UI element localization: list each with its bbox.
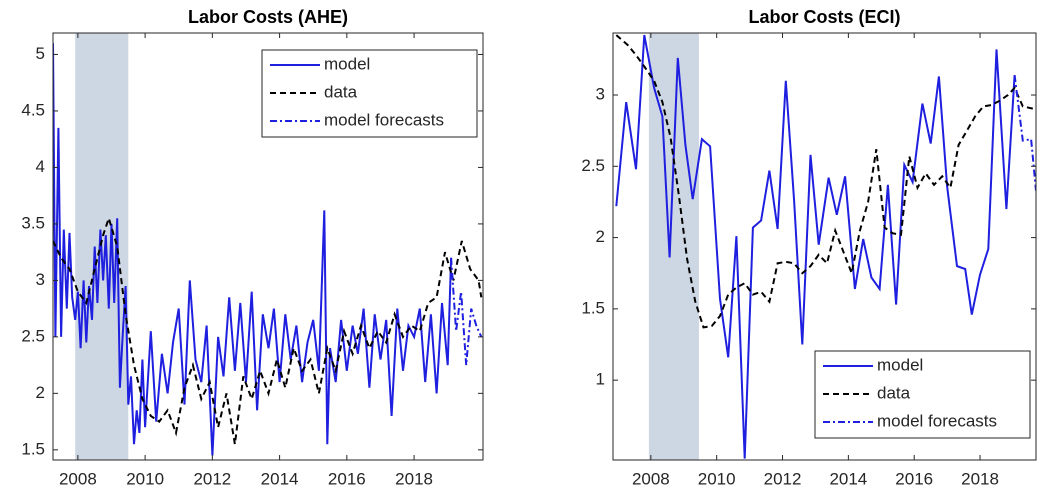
axes-box: [52, 32, 484, 461]
legend-label: data: [877, 383, 911, 402]
plot-lines: [53, 43, 483, 456]
x-tick-label: 2018: [961, 469, 999, 488]
chart-title: Labor Costs (ECI): [748, 7, 900, 27]
plot-lines: [615, 34, 1036, 459]
shaded-region: [648, 33, 699, 460]
x-tick-label: 2008: [632, 469, 670, 488]
legend: model data model forecasts: [814, 350, 1031, 439]
legend-label: model forecasts: [877, 411, 997, 430]
series-line: [53, 214, 483, 445]
y-tick-label: 3: [596, 85, 605, 104]
x-tick-label: 2018: [395, 469, 433, 488]
y-tick-label: 4.5: [21, 100, 45, 119]
series-line: [615, 34, 1016, 459]
y-tick-label: 3.5: [21, 213, 45, 232]
series-line: [615, 34, 1036, 329]
x-tick-label: 2010: [698, 469, 736, 488]
y-tick-label: 1: [596, 370, 605, 389]
y-tick-label: 4: [36, 157, 45, 176]
y-tick-label: 2.5: [21, 326, 45, 345]
x-tick-label: 2010: [126, 469, 164, 488]
legend-label: model: [877, 355, 923, 374]
panel: Labor Costs (ECI) 1 1.5 2 2.5 3 2008 2010 2012 20…: [581, 7, 1037, 488]
panel: Labor Costs (AHE) 1.5 2 2.5 3 3.5 4 4.5 5 2008 201…: [21, 7, 484, 488]
x-tick-label: 2014: [829, 469, 867, 488]
x-tick-label: 2012: [764, 469, 802, 488]
y-tick-label: 2.5: [581, 156, 605, 175]
y-tick-label: 3: [36, 270, 45, 289]
y-tick-label: 2: [596, 227, 605, 246]
x-tick-label: 2014: [261, 469, 299, 488]
legend-label: model forecasts: [324, 110, 444, 129]
series-line: [1013, 74, 1036, 191]
axes-box: [612, 32, 1037, 461]
x-tick-label: 2008: [59, 469, 97, 488]
legend-box: [261, 49, 478, 138]
legend-label: data: [324, 82, 358, 101]
x-tick-label: 2016: [328, 469, 366, 488]
y-tick-label: 5: [36, 44, 45, 63]
chart-title: Labor Costs (AHE): [188, 7, 348, 27]
y-tick-label: 1.5: [21, 439, 45, 458]
y-tick-label: 1.5: [581, 298, 605, 317]
y-tick-label: 2: [36, 383, 45, 402]
x-tick-label: 2012: [193, 469, 231, 488]
x-tick-label: 2016: [895, 469, 933, 488]
legend: model data model forecasts: [261, 49, 478, 138]
legend-label: model: [324, 54, 370, 73]
series-line: [53, 43, 453, 456]
series-line: [450, 257, 483, 366]
